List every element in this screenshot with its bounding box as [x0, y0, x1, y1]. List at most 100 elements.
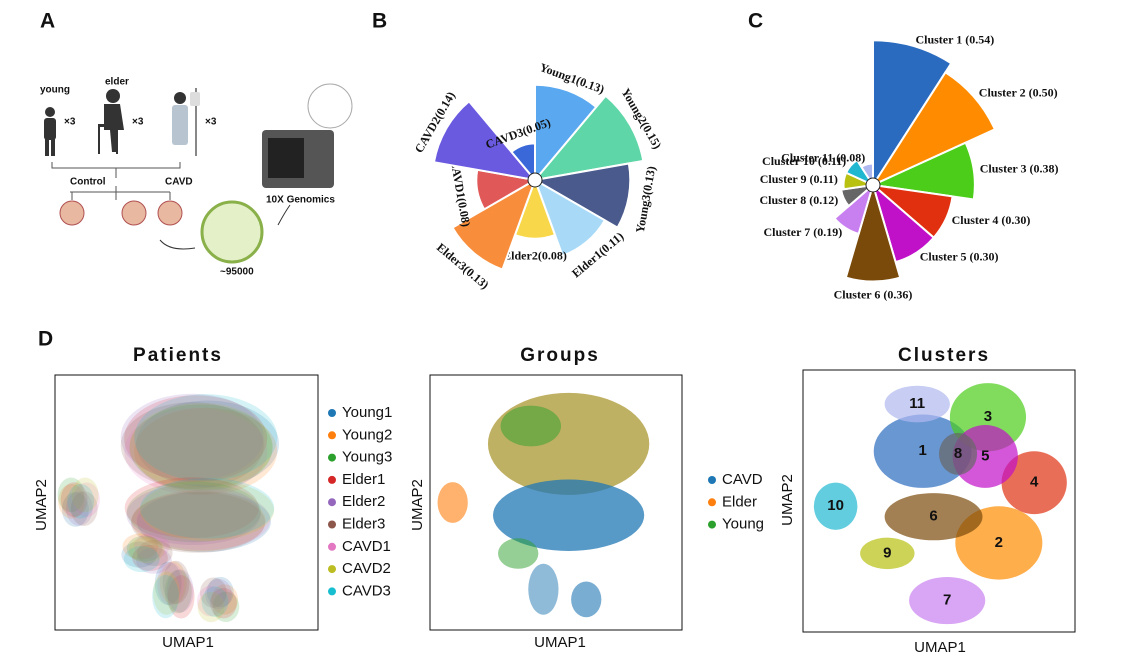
legend-label: CAVD2 [342, 560, 391, 577]
cluster-label: 11 [909, 395, 925, 412]
sector-label: Cluster 9 (0.11) [760, 172, 838, 186]
cell-cloud [166, 569, 194, 613]
sector-label: Young3(0.13) [633, 165, 659, 234]
x-axis-label: UMAP1 [162, 634, 214, 651]
cell-cloud [136, 491, 271, 553]
cell-cloud [159, 561, 187, 605]
cell-cloud [126, 481, 261, 543]
legend-swatch [328, 498, 336, 507]
rose-sector [510, 142, 536, 183]
cell-cloud [124, 408, 268, 495]
cell-cloud [70, 491, 98, 526]
cell-cloud [58, 483, 85, 519]
legend-label: Elder3 [342, 515, 385, 532]
cell-cloud [884, 385, 950, 423]
valves [59, 200, 183, 226]
cell-cloud [167, 575, 195, 619]
sector-label: Cluster 1 (0.54) [915, 32, 994, 46]
legend-swatch [328, 542, 336, 551]
sector-label: Cluster 4 (0.30) [952, 213, 1031, 227]
cluster-label: 10 [827, 497, 844, 514]
cell-cloud [154, 561, 182, 606]
rose-sector [451, 177, 537, 271]
sequencer [268, 138, 304, 178]
value-label: (0.30) [969, 249, 998, 263]
sector-label: Elder2(0.08) [503, 248, 567, 262]
rose-sector [840, 183, 877, 208]
legend-swatch [328, 520, 336, 529]
cell-cloud [206, 576, 234, 608]
bracket [51, 162, 181, 178]
category-name: Cluster 11 [781, 150, 833, 164]
cell-cloud [498, 538, 539, 569]
label: elder [105, 77, 129, 88]
cell-cloud [162, 560, 190, 605]
rose-sector [533, 177, 607, 258]
cluster-label: 6 [929, 508, 937, 525]
legend-label: Elder [722, 493, 757, 510]
value-label: (0.11) [810, 172, 838, 186]
cell-cloud [528, 563, 559, 615]
rose-sector [833, 182, 875, 236]
legend-swatch [328, 409, 336, 417]
sector-label: Cluster 2 (0.50) [979, 85, 1058, 99]
cluster-label: 4 [1030, 474, 1039, 491]
panel-a: young elder ×3 ×3 ×3 Control CAVD ~95000… [40, 77, 353, 278]
cell-cloud [212, 591, 240, 622]
cell-cloud [71, 477, 99, 513]
multiplier: ×3 [64, 117, 76, 128]
cell-cloud [57, 477, 85, 513]
legend-label: Elder2 [342, 493, 385, 510]
cell-cloud [813, 482, 858, 530]
sector-label: CAVD1(0.08) [448, 158, 474, 228]
legend-label: CAVD1 [342, 538, 391, 555]
cell-cloud [939, 432, 978, 475]
category-name: Cluster 2 [979, 85, 1026, 99]
category-name: Cluster 5 [920, 249, 967, 263]
cell-cloud [120, 393, 264, 481]
sector-label: Cluster 10 (0.11) [762, 154, 846, 168]
cell-cloud [500, 405, 562, 447]
cell-cloud [1001, 451, 1067, 515]
value-label: (0.38) [1030, 161, 1059, 175]
panel-d: Patients Groups Clusters UMAP1 UMAP1 UMA… [33, 345, 1076, 656]
cell-cloud [860, 537, 915, 570]
legend-swatch [328, 453, 336, 462]
rose-sector [844, 181, 902, 283]
cell-cloud [126, 484, 261, 545]
cell-cloud [909, 576, 986, 625]
arrow [277, 204, 291, 226]
value-label: (0.12) [809, 193, 838, 207]
y-axis-label: UMAP2 [779, 474, 796, 526]
value-label: (0.30) [1001, 213, 1030, 227]
icon [44, 88, 200, 156]
cell-cloud [67, 483, 95, 519]
rose-sector [844, 158, 876, 188]
cell-cloud [130, 492, 266, 553]
cell-cloud [124, 477, 259, 539]
cell-cloud [124, 395, 268, 482]
cell-cloud [73, 482, 100, 518]
legend-swatch [328, 565, 336, 574]
category-name: Cluster 4 [952, 213, 999, 227]
cell-cloud [140, 477, 275, 539]
dna [307, 83, 353, 129]
plot-frame [54, 374, 319, 631]
multiplier: ×3 [132, 117, 144, 128]
rose-sector [869, 141, 976, 201]
cell-cloud [132, 544, 168, 571]
cell-cloud [139, 480, 275, 541]
legend-swatch [328, 475, 336, 484]
sector-label: Cluster 11 (0.08) [781, 150, 865, 164]
category-name: Cluster 1 [915, 32, 962, 46]
panel-label: C [748, 10, 763, 33]
cluster-label: 9 [883, 544, 891, 561]
cell-cloud [60, 482, 88, 517]
cell-cloud [134, 407, 278, 495]
legend-swatch [708, 520, 716, 529]
panel-label: A [40, 10, 55, 33]
rose-sector [532, 94, 645, 182]
y-axis-label: UMAP2 [33, 479, 50, 531]
category-name: Young3 [633, 193, 654, 234]
